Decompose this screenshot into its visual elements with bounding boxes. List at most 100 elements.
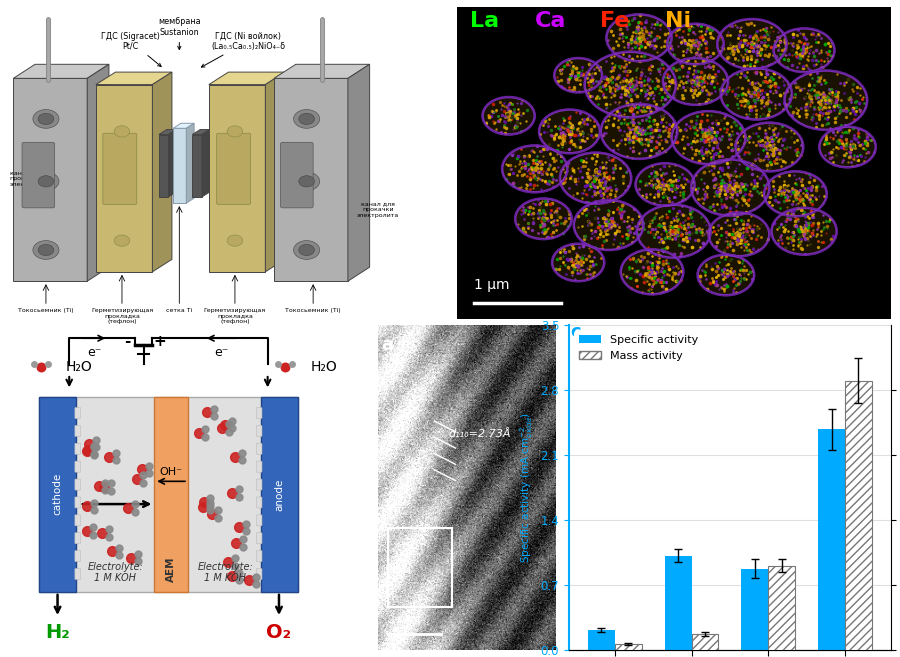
Text: cathode: cathode <box>52 473 62 516</box>
Circle shape <box>227 235 243 246</box>
Text: c: c <box>571 323 581 342</box>
Polygon shape <box>274 78 348 281</box>
Text: H₂: H₂ <box>45 623 70 642</box>
Circle shape <box>299 113 314 125</box>
Circle shape <box>38 244 54 256</box>
Circle shape <box>38 175 54 187</box>
Text: ГДС (Sigracet)
Pt/C: ГДС (Sigracet) Pt/C <box>101 32 161 66</box>
FancyBboxPatch shape <box>256 461 262 472</box>
Text: La: La <box>470 11 499 32</box>
Text: Герметизирующая
прокладка
(тефлон): Герметизирующая прокладка (тефлон) <box>91 307 153 325</box>
Polygon shape <box>96 72 172 85</box>
Circle shape <box>574 200 644 250</box>
Text: OH⁻: OH⁻ <box>159 466 183 476</box>
Text: 2 nm: 2 nm <box>388 615 417 625</box>
Circle shape <box>33 240 59 260</box>
Circle shape <box>621 250 683 294</box>
Text: AEM: AEM <box>166 556 176 582</box>
Text: канал для
прокачки
электролита: канал для прокачки электролита <box>10 170 52 187</box>
Polygon shape <box>173 128 186 203</box>
Legend: Specific activity, Mass activity: Specific activity, Mass activity <box>574 330 703 365</box>
Polygon shape <box>193 129 210 135</box>
Bar <box>615 644 642 650</box>
Circle shape <box>38 113 54 125</box>
Text: d₁₁₀=2.73Å: d₁₁₀=2.73Å <box>448 428 511 439</box>
FancyBboxPatch shape <box>256 551 262 562</box>
Circle shape <box>764 171 827 216</box>
Text: Fe: Fe <box>600 11 629 32</box>
Text: сетка Ti: сетка Ti <box>166 307 193 313</box>
Polygon shape <box>266 72 285 272</box>
Circle shape <box>482 97 535 135</box>
Text: Токосьемник (Ti): Токосьемник (Ti) <box>285 307 341 313</box>
FancyBboxPatch shape <box>281 143 313 208</box>
Text: Electrolyte:
1 M KOH: Electrolyte: 1 M KOH <box>87 562 143 583</box>
Circle shape <box>560 152 631 204</box>
Circle shape <box>771 208 837 255</box>
Bar <box>845 380 872 650</box>
Circle shape <box>671 111 745 164</box>
Text: канал для
прокачки
электролита: канал для прокачки электролита <box>357 201 400 217</box>
Circle shape <box>293 240 320 260</box>
Polygon shape <box>159 129 176 135</box>
FancyBboxPatch shape <box>256 568 262 579</box>
Polygon shape <box>152 72 172 272</box>
FancyBboxPatch shape <box>75 515 81 526</box>
Polygon shape <box>348 64 370 281</box>
Circle shape <box>552 244 604 281</box>
Circle shape <box>299 175 314 187</box>
Text: 1 μm: 1 μm <box>474 278 509 292</box>
Polygon shape <box>193 135 202 197</box>
Circle shape <box>33 172 59 191</box>
FancyBboxPatch shape <box>39 397 76 592</box>
FancyBboxPatch shape <box>256 443 262 455</box>
Bar <box>691 634 718 650</box>
Bar <box>742 569 769 650</box>
Text: O₂: O₂ <box>266 623 292 642</box>
Bar <box>769 566 795 650</box>
Polygon shape <box>14 64 109 78</box>
Circle shape <box>585 52 676 118</box>
Circle shape <box>637 205 711 258</box>
FancyBboxPatch shape <box>154 397 188 592</box>
Polygon shape <box>87 64 109 281</box>
Text: Electrolyte:
1 M KOH: Electrolyte: 1 M KOH <box>197 562 253 583</box>
Circle shape <box>515 198 572 239</box>
Polygon shape <box>209 85 266 272</box>
FancyBboxPatch shape <box>261 397 298 592</box>
Circle shape <box>227 125 243 137</box>
Circle shape <box>635 163 695 206</box>
Polygon shape <box>202 129 210 197</box>
Text: мембрана
Sustanion: мембрана Sustanion <box>158 18 201 49</box>
Polygon shape <box>96 85 152 272</box>
Polygon shape <box>173 124 194 128</box>
FancyBboxPatch shape <box>75 425 81 436</box>
Circle shape <box>33 110 59 128</box>
Circle shape <box>698 255 754 295</box>
FancyBboxPatch shape <box>256 533 262 544</box>
FancyBboxPatch shape <box>256 515 262 526</box>
FancyBboxPatch shape <box>256 407 262 419</box>
Circle shape <box>717 19 787 69</box>
Circle shape <box>785 70 867 130</box>
FancyBboxPatch shape <box>75 568 81 579</box>
Bar <box>818 429 845 650</box>
Circle shape <box>708 213 770 256</box>
Text: +: + <box>153 334 166 349</box>
Text: -: - <box>124 334 130 349</box>
FancyBboxPatch shape <box>22 143 55 208</box>
Circle shape <box>299 244 314 256</box>
FancyBboxPatch shape <box>75 497 81 508</box>
Polygon shape <box>186 124 194 203</box>
Text: a: a <box>381 336 393 354</box>
FancyBboxPatch shape <box>256 497 262 508</box>
Circle shape <box>735 123 803 171</box>
Text: e⁻: e⁻ <box>214 346 229 359</box>
Circle shape <box>691 160 770 215</box>
Polygon shape <box>14 78 87 281</box>
FancyBboxPatch shape <box>75 551 81 562</box>
FancyBboxPatch shape <box>75 533 81 544</box>
Text: ГДС (Ni войлок)
(La₀.₅Ca₀.₅)₂NiO₄₋δ: ГДС (Ni войлок) (La₀.₅Ca₀.₅)₂NiO₄₋δ <box>202 32 285 67</box>
Circle shape <box>293 110 320 128</box>
Bar <box>588 630 615 650</box>
